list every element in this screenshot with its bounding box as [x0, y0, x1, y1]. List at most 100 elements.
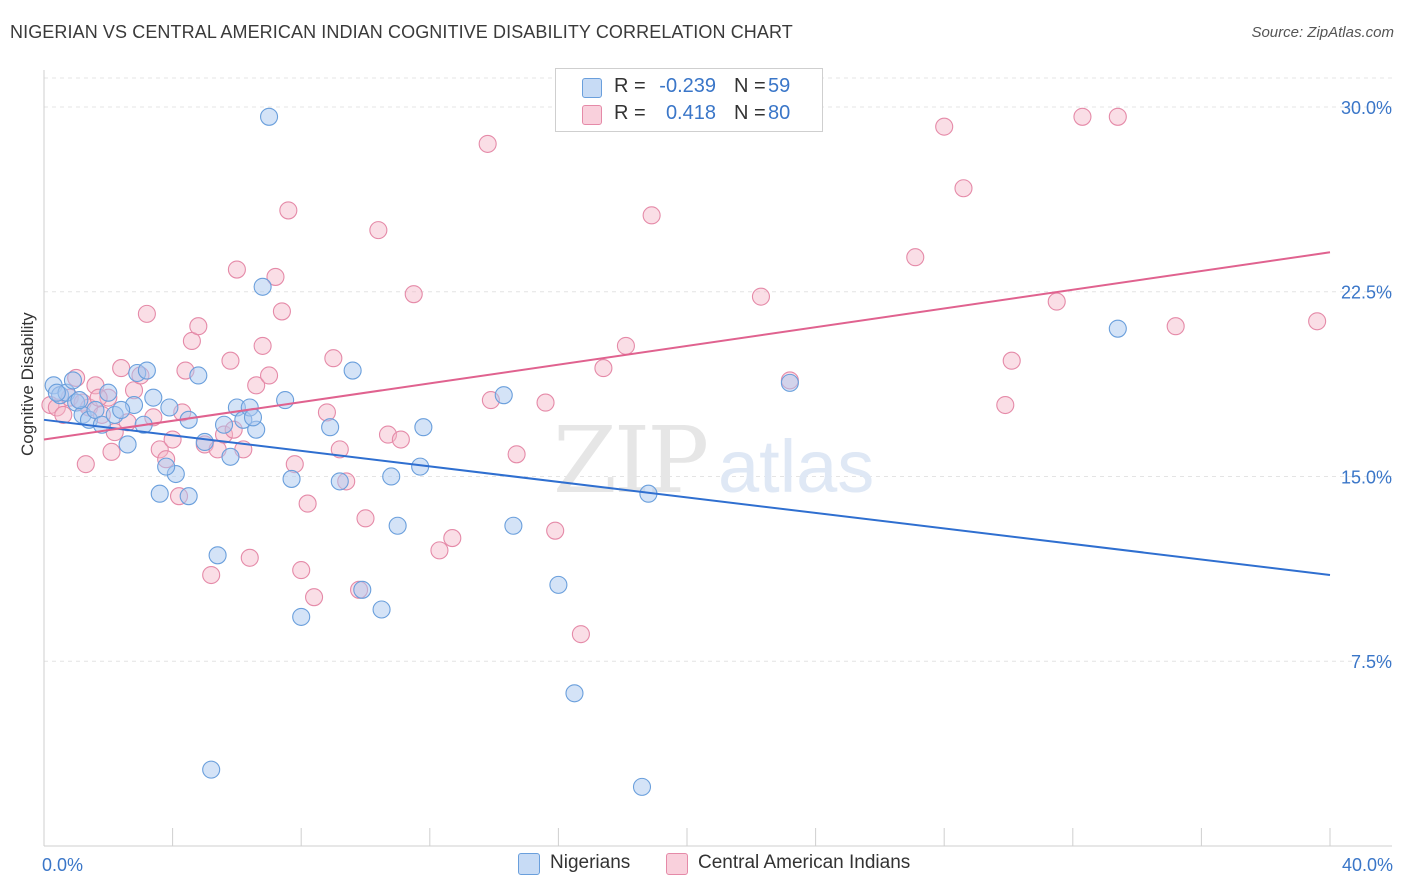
source-credit: Source: ZipAtlas.com: [1251, 24, 1394, 41]
legend-n-label: N =: [734, 102, 766, 124]
cai-point: [137, 304, 156, 323]
nigerian-point: [292, 607, 311, 626]
cai-point: [1108, 107, 1127, 126]
nigerian-point: [118, 435, 137, 454]
cai-point: [751, 287, 770, 306]
nigerian-point: [179, 487, 198, 506]
correlation-legend: R = -0.239 N = 59 R = 0.418 N = 80: [555, 68, 823, 132]
y-axis-label: Cognitive Disability: [18, 312, 37, 456]
nigerian-point: [70, 391, 89, 410]
cai-point: [536, 393, 555, 412]
legend-row-nigerians: R = -0.239 N = 59: [556, 74, 822, 100]
legend-r-value: -0.239: [659, 75, 716, 97]
nigerian-point: [221, 447, 240, 466]
cai-point: [76, 455, 95, 474]
cai-point: [259, 366, 279, 385]
cai-point: [221, 351, 240, 370]
legend-r-label: R =: [614, 102, 646, 124]
nigerian-point: [504, 516, 523, 535]
nigerians-trend-line: [43, 418, 1331, 577]
nigerian-point: [253, 277, 272, 296]
cai-point: [391, 430, 410, 449]
nigerian-point: [330, 472, 349, 491]
cai-point: [305, 588, 324, 607]
cai-point: [189, 317, 208, 336]
nigerian-point: [92, 415, 111, 434]
cai-point: [240, 548, 259, 567]
nigerian-point: [189, 366, 208, 385]
legend-r-value: 0.418: [665, 102, 716, 124]
cai-point: [163, 430, 182, 449]
nigerian-point: [63, 371, 82, 390]
y-tick-label: 22.5%: [1341, 283, 1392, 303]
nigerian-point: [372, 600, 391, 619]
cai-point: [202, 565, 221, 585]
cai-point: [906, 248, 925, 267]
cai-point: [285, 455, 304, 474]
cai-point: [112, 359, 131, 378]
nigerian-point: [259, 107, 279, 126]
y-tick-label: 15.0%: [1341, 467, 1392, 487]
nigerian-point: [214, 415, 234, 434]
cai-point: [996, 395, 1015, 415]
nigerian-point: [388, 516, 407, 535]
cai-point: [247, 376, 266, 395]
nigerian-point: [494, 386, 513, 405]
y-tick-label: 7.5%: [1351, 652, 1392, 672]
nigerian-point: [202, 760, 221, 779]
nigerian-point: [150, 484, 169, 503]
nigerian-point: [243, 408, 263, 427]
cai-point: [478, 134, 497, 153]
cai-point: [102, 442, 121, 461]
nigerian-point: [382, 467, 401, 486]
axes: [43, 70, 1392, 847]
cai-point: [324, 349, 343, 368]
nigerian-point: [321, 418, 340, 437]
cai-point: [330, 440, 349, 459]
legend-n-value: 80: [768, 102, 791, 124]
nigerian-point: [780, 373, 799, 392]
tick-labels: 7.5% 15.0% 22.5% 30.0% 0.0% 40.0%: [42, 98, 1393, 875]
legend-n-label: N =: [734, 75, 766, 97]
nigerian-point: [99, 383, 118, 402]
nigerian-point: [47, 383, 66, 402]
cai-point: [266, 267, 285, 286]
cai-point: [954, 179, 973, 198]
cai-point: [443, 529, 462, 548]
cai-point: [430, 541, 449, 560]
legend-swatch-nigerians: [518, 853, 540, 875]
legend-label-cai: Central American Indians: [698, 852, 911, 873]
nigerian-point: [343, 361, 362, 380]
cai-point: [356, 509, 375, 528]
legend-n-value: 59: [768, 75, 791, 97]
cai-point: [369, 221, 388, 240]
nigerian-point: [282, 469, 301, 488]
x-tick-label: 40.0%: [1342, 855, 1393, 875]
nigerian-point: [144, 388, 163, 407]
nigerian-point: [1108, 319, 1127, 338]
cai-point: [546, 521, 565, 540]
cai-point: [54, 405, 73, 424]
cai-point: [272, 302, 291, 321]
cai-point: [1308, 312, 1327, 331]
cai-point: [507, 445, 526, 464]
legend-swatch-cai: [582, 105, 602, 125]
legend-label-nigerians: Nigerians: [550, 852, 631, 873]
cai-point: [1166, 317, 1185, 336]
nigerian-point: [157, 457, 176, 476]
cai-point: [1073, 107, 1092, 126]
legend-row-cai: R = 0.418 N = 80: [556, 101, 822, 127]
cai-point: [1002, 351, 1021, 370]
legend-swatch-nigerians: [582, 78, 602, 98]
cai-trend-line: [43, 251, 1331, 441]
trend-lines: [43, 251, 1331, 577]
nigerian-point: [208, 546, 227, 565]
x-tick-label: 0.0%: [42, 855, 83, 875]
nigerian-point: [160, 398, 179, 417]
cai-point: [404, 285, 423, 304]
legend-swatch-cai: [666, 853, 688, 875]
nigerian-point: [414, 418, 433, 437]
cai-point: [253, 336, 272, 355]
nigerian-point: [632, 777, 652, 796]
